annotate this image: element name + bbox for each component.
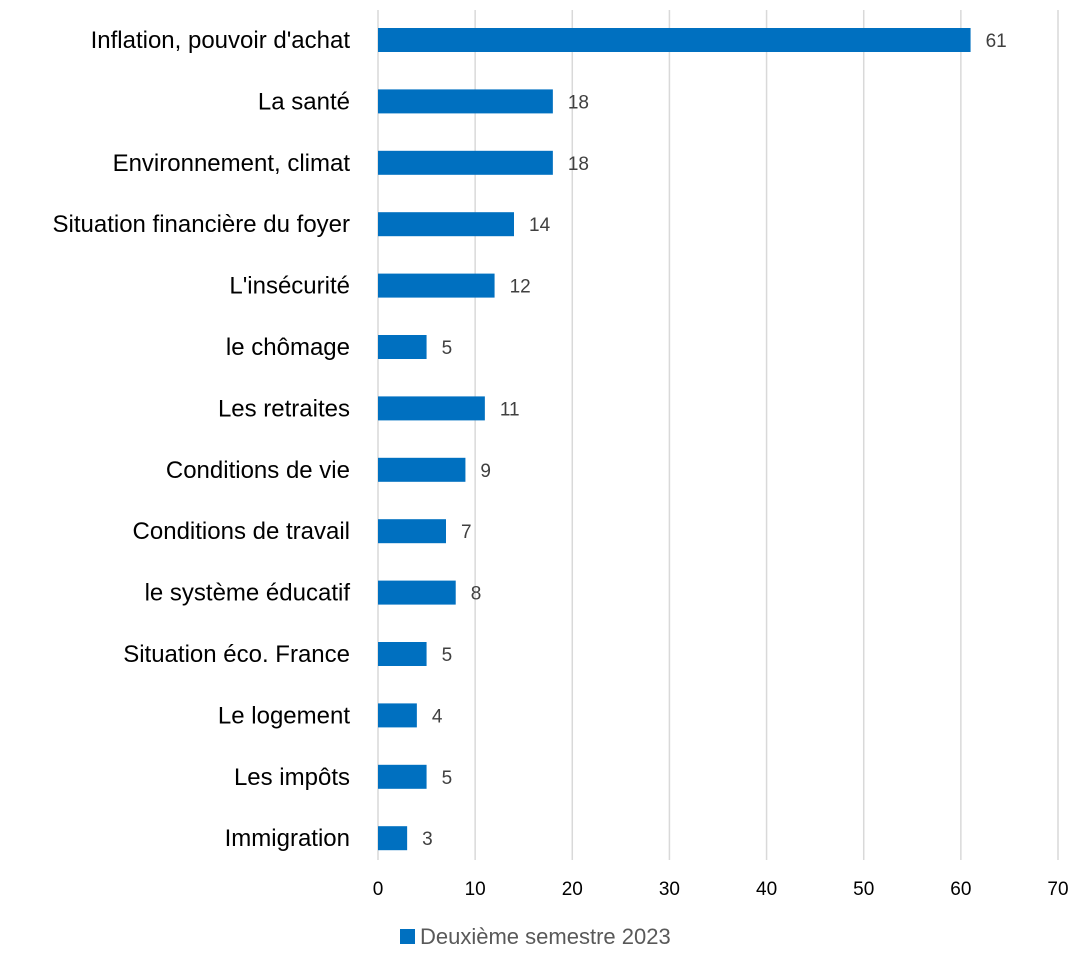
legend-swatch bbox=[400, 929, 415, 944]
bar bbox=[378, 150, 553, 175]
x-tick-label: 70 bbox=[1047, 879, 1068, 900]
data-label: 14 bbox=[529, 215, 551, 236]
category-label: le système éducatif bbox=[145, 580, 351, 607]
bar bbox=[378, 764, 427, 789]
category-labels: Inflation, pouvoir d'achat La santé Enviro… bbox=[52, 27, 350, 852]
category-label: Le logement bbox=[218, 702, 350, 729]
x-axis-tick-labels: 0 10 20 30 40 50 60 70 bbox=[373, 879, 1069, 900]
data-label: 7 bbox=[461, 522, 472, 543]
data-label: 3 bbox=[422, 829, 433, 850]
bar bbox=[378, 580, 456, 605]
category-label: L'insécurité bbox=[229, 273, 350, 300]
data-label: 9 bbox=[480, 461, 491, 482]
bar bbox=[378, 519, 446, 544]
legend: Deuxième semestre 2023 bbox=[400, 924, 671, 949]
category-label: Immigration bbox=[225, 825, 350, 852]
bar bbox=[378, 826, 408, 851]
category-label: le chômage bbox=[226, 334, 350, 361]
bar bbox=[378, 273, 495, 298]
bar bbox=[378, 212, 514, 237]
data-label: 11 bbox=[500, 399, 520, 420]
bar bbox=[378, 396, 485, 421]
category-label: Situation éco. France bbox=[123, 641, 350, 668]
x-tick-label: 20 bbox=[562, 879, 583, 900]
data-label: 5 bbox=[442, 645, 453, 666]
category-label: Situation financière du foyer bbox=[52, 211, 350, 238]
bar bbox=[378, 335, 427, 359]
data-label: 18 bbox=[568, 154, 589, 175]
x-tick-label: 60 bbox=[950, 879, 971, 900]
x-tick-label: 40 bbox=[756, 879, 777, 900]
category-label: Inflation, pouvoir d'achat bbox=[91, 27, 351, 54]
data-label: 12 bbox=[510, 277, 531, 298]
bar bbox=[378, 457, 466, 482]
x-tick-label: 50 bbox=[853, 879, 874, 900]
legend-label: Deuxième semestre 2023 bbox=[420, 924, 671, 949]
data-label: 5 bbox=[442, 768, 453, 789]
data-labels: 61 18 18 14 12 5 11 9 7 8 5 4 5 3 bbox=[422, 31, 1007, 850]
bar bbox=[378, 703, 417, 728]
data-label: 4 bbox=[432, 706, 443, 727]
x-tick-label: 30 bbox=[659, 879, 680, 900]
gridlines bbox=[377, 10, 1059, 860]
bar bbox=[378, 642, 427, 666]
category-label: Conditions de travail bbox=[133, 518, 350, 545]
data-label: 8 bbox=[471, 584, 482, 605]
bar bbox=[378, 28, 971, 52]
category-label: Conditions de vie bbox=[166, 457, 350, 484]
category-label: Les impôts bbox=[234, 764, 350, 791]
bar bbox=[378, 89, 553, 114]
bars bbox=[378, 28, 971, 851]
data-label: 18 bbox=[568, 92, 589, 113]
x-tick-label: 10 bbox=[465, 879, 486, 900]
data-label: 61 bbox=[986, 31, 1007, 52]
x-tick-label: 0 bbox=[373, 879, 384, 900]
category-label: Environnement, climat bbox=[113, 150, 351, 177]
data-label: 5 bbox=[442, 338, 453, 359]
category-label: Les retraites bbox=[218, 395, 350, 422]
category-label: La santé bbox=[258, 88, 350, 115]
